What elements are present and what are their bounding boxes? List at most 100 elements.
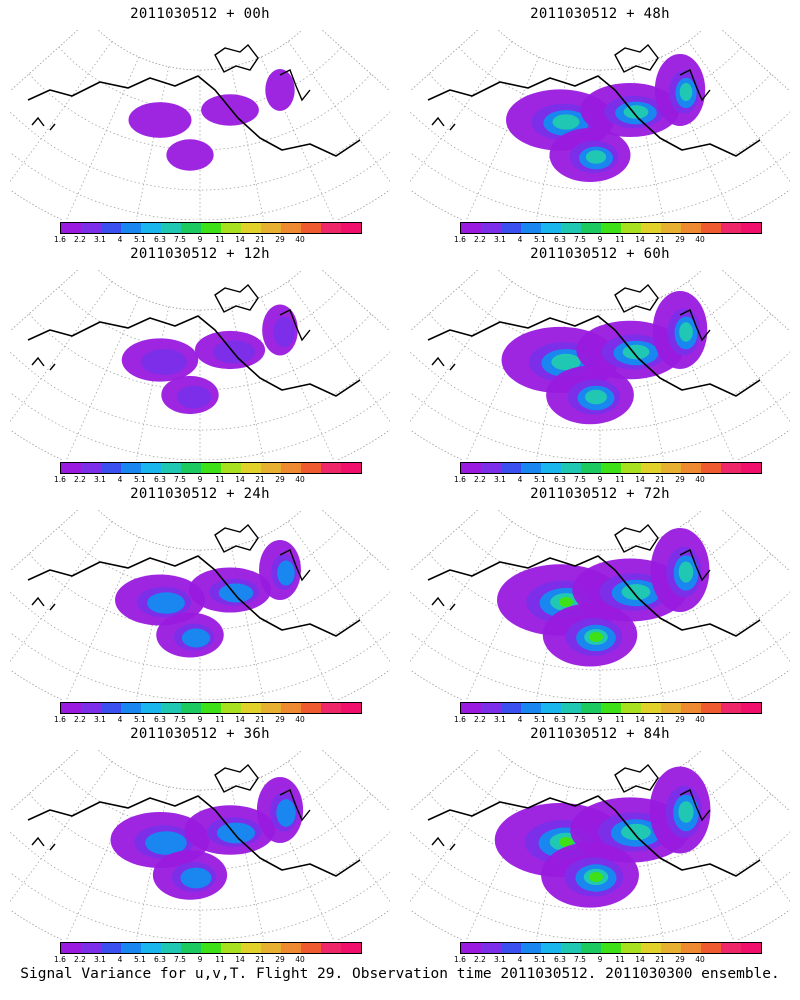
colorbar-tick-label: 21 — [655, 235, 665, 244]
colorbar — [460, 462, 762, 474]
colorbar-tick-label: 7.5 — [574, 475, 586, 484]
colorbar-swatch — [61, 463, 81, 473]
colorbar-swatch — [61, 703, 81, 713]
colorbar-tick-label: 40 — [295, 955, 305, 964]
colorbar-swatch — [481, 943, 501, 953]
colorbar-tick-label: 29 — [275, 475, 285, 484]
colorbar-tick-label: 4 — [117, 955, 123, 964]
colorbar-swatch — [661, 463, 681, 473]
colorbar-tick-label: 14 — [635, 715, 645, 724]
colorbar-swatch — [461, 223, 481, 233]
colorbar-tick-label: 4 — [117, 475, 123, 484]
colorbar-tick-label: 14 — [235, 475, 245, 484]
colorbar-tick-label: 6.3 — [554, 955, 566, 964]
colorbar-swatch — [741, 703, 761, 713]
map-panel: 2011030512 + 72h 1.6 2.2 3.1 4 5.1 6.3 7.5 9 11 14… — [400, 480, 800, 725]
colorbar-tick-label: 2.2 — [474, 475, 486, 484]
colorbar-tick-label: 7.5 — [574, 955, 586, 964]
colorbar-swatch — [561, 463, 581, 473]
colorbar-tick-label: 6.3 — [154, 235, 166, 244]
colorbar-swatch — [281, 943, 301, 953]
colorbar-tick-label: 7.5 — [574, 235, 586, 244]
colorbar-swatch — [301, 943, 321, 953]
colorbar-swatch — [121, 223, 141, 233]
colorbar-tick-label: 4 — [517, 955, 523, 964]
colorbar-tick-label: 2.2 — [474, 715, 486, 724]
figure-caption: Signal Variance for u,v,T. Flight 29. Ob… — [20, 966, 780, 982]
colorbar-tick-label: 5.1 — [534, 955, 546, 964]
colorbar-ticks: 1.6 2.2 3.1 4 5.1 6.3 7.5 9 11 14 21 29 40 — [454, 955, 760, 965]
panel-title: 2011030512 + 48h — [530, 6, 670, 22]
colorbar-swatch — [321, 223, 341, 233]
colorbar-tick-label: 2.2 — [474, 955, 486, 964]
colorbar — [460, 942, 762, 954]
colorbar-swatch — [701, 463, 721, 473]
colorbar-tick-label: 1.6 — [454, 475, 466, 484]
colorbar-swatch — [461, 703, 481, 713]
colorbar-swatch — [261, 943, 281, 953]
colorbar-swatch — [181, 943, 201, 953]
colorbar-swatch — [521, 223, 541, 233]
colorbar-tick-label: 4 — [117, 715, 123, 724]
colorbar-swatch — [601, 943, 621, 953]
colorbar-swatch — [221, 223, 241, 233]
colorbar-tick-label: 40 — [295, 475, 305, 484]
colorbar-swatch — [661, 703, 681, 713]
colorbar-swatch — [721, 703, 741, 713]
colorbar-ticks: 1.6 2.2 3.1 4 5.1 6.3 7.5 9 11 14 21 29 40 — [454, 715, 760, 725]
colorbar-tick-label: 4 — [517, 475, 523, 484]
colorbar-swatch — [581, 703, 601, 713]
colorbar-swatch — [121, 703, 141, 713]
panel-title: 2011030512 + 36h — [130, 726, 270, 742]
colorbar-swatch — [281, 463, 301, 473]
colorbar-tick-label: 1.6 — [54, 235, 66, 244]
colorbar-tick-label: 11 — [215, 715, 225, 724]
colorbar-tick-label: 1.6 — [454, 955, 466, 964]
colorbar-swatch — [81, 463, 101, 473]
colorbar-tick-label: 5.1 — [534, 235, 546, 244]
colorbar-tick-label: 1.6 — [454, 715, 466, 724]
colorbar-swatch — [741, 943, 761, 953]
colorbar-tick-label: 29 — [275, 235, 285, 244]
colorbar-swatch — [101, 223, 121, 233]
colorbar-swatch — [161, 463, 181, 473]
polar-map — [410, 30, 790, 220]
colorbar-swatch — [241, 703, 261, 713]
panel-title: 2011030512 + 00h — [130, 6, 270, 22]
colorbar-tick-label: 5.1 — [534, 715, 546, 724]
colorbar-tick-label: 2.2 — [74, 235, 86, 244]
colorbar-tick-label: 14 — [235, 715, 245, 724]
colorbar-swatch — [101, 703, 121, 713]
colorbar-tick-label: 29 — [275, 715, 285, 724]
panel-title: 2011030512 + 60h — [530, 246, 670, 262]
colorbar-swatch — [641, 223, 661, 233]
colorbar-tick-label: 7.5 — [174, 475, 186, 484]
colorbar-tick-label: 2.2 — [474, 235, 486, 244]
colorbar-swatch — [341, 943, 361, 953]
colorbar-swatch — [721, 223, 741, 233]
colorbar-tick-label: 21 — [255, 475, 265, 484]
colorbar-tick-label: 1.6 — [454, 235, 466, 244]
colorbar-swatch — [501, 223, 521, 233]
colorbar-swatch — [601, 703, 621, 713]
colorbar-swatch — [581, 223, 601, 233]
colorbar-ticks: 1.6 2.2 3.1 4 5.1 6.3 7.5 9 11 14 21 29 40 — [54, 235, 360, 245]
colorbar-swatch — [221, 943, 241, 953]
colorbar-swatch — [481, 223, 501, 233]
colorbar-tick-label: 3.1 — [94, 715, 106, 724]
colorbar-tick-label: 40 — [695, 475, 705, 484]
colorbar-swatch — [321, 463, 341, 473]
colorbar-tick-label: 3.1 — [94, 475, 106, 484]
colorbar-tick-label: 29 — [675, 475, 685, 484]
colorbar-swatch — [161, 943, 181, 953]
colorbar-tick-label: 7.5 — [574, 715, 586, 724]
colorbar-swatch — [541, 463, 561, 473]
colorbar-ticks: 1.6 2.2 3.1 4 5.1 6.3 7.5 9 11 14 21 29 40 — [54, 475, 360, 485]
colorbar-tick-label: 3.1 — [94, 235, 106, 244]
colorbar-swatch — [121, 943, 141, 953]
colorbar — [60, 462, 362, 474]
colorbar-tick-label: 29 — [675, 715, 685, 724]
colorbar-swatch — [621, 943, 641, 953]
colorbar-swatch — [241, 943, 261, 953]
colorbar-swatch — [561, 703, 581, 713]
